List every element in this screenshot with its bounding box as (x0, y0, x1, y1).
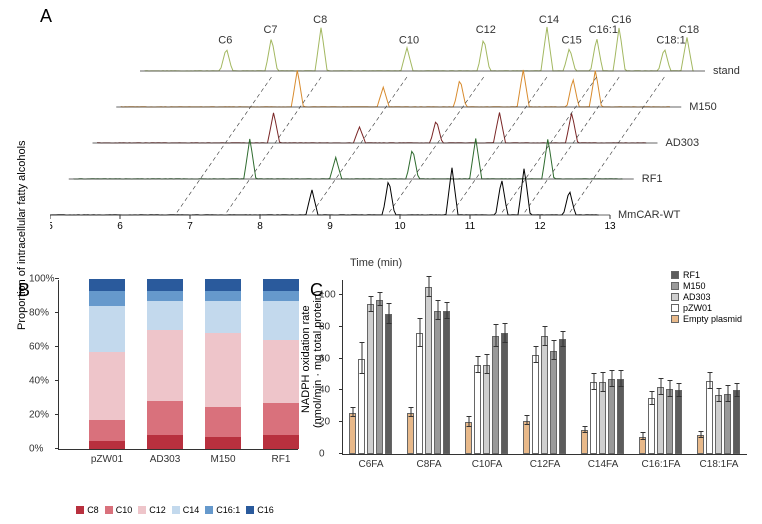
bar (501, 333, 508, 454)
svg-text:C18:1: C18:1 (656, 35, 685, 47)
bar (407, 413, 414, 454)
svg-text:C7: C7 (263, 24, 277, 36)
bar (608, 379, 615, 454)
bar (541, 336, 548, 454)
bar (434, 311, 441, 454)
stacked-bar (147, 280, 183, 449)
svg-text:C12: C12 (476, 24, 496, 36)
bar (385, 314, 392, 454)
bar (617, 379, 624, 454)
svg-text:RF1: RF1 (642, 173, 663, 185)
bar (550, 351, 557, 454)
svg-text:7: 7 (187, 221, 193, 232)
panel-a-xlabel: Time (min) (350, 257, 402, 269)
stacked-bar-chart: 0%20%40%60%80%100%pZW01AD303M150RF1 (58, 280, 298, 450)
bar (483, 365, 490, 454)
panel-b-ylabel: Proportion of intracellular fatty alcoho… (16, 140, 28, 330)
bar (599, 382, 606, 454)
chromatogram-area: standard M150 AD303 RF1 MmCAR-WT C6 C7 C8 C10 C12… (50, 5, 740, 225)
svg-text:11: 11 (465, 221, 476, 232)
panel-c: NADPH oxidation rate (nmol/min · mg tota… (310, 280, 750, 515)
bar (367, 304, 374, 454)
panel-b: Proportion of intracellular fatty alcoho… (20, 280, 300, 515)
bar (715, 395, 722, 454)
bar (349, 413, 356, 454)
stacked-bar (89, 280, 125, 449)
svg-text:8: 8 (257, 221, 263, 232)
svg-text:12: 12 (534, 221, 546, 232)
svg-text:C16: C16 (611, 14, 631, 26)
svg-text:C15: C15 (562, 35, 582, 47)
bar (376, 300, 383, 454)
bar (675, 390, 682, 454)
c-ylabel-line1: NADPH oxidation rate (300, 305, 312, 413)
svg-text:C8: C8 (313, 14, 327, 26)
svg-text:6: 6 (117, 221, 123, 232)
svg-text:5: 5 (50, 221, 53, 232)
svg-text:13: 13 (604, 221, 616, 232)
bar (532, 355, 539, 454)
bar (706, 381, 713, 454)
panel-a: standard M150 AD303 RF1 MmCAR-WT C6 C7 C8 C10 C12… (50, 5, 740, 265)
panel-b-legend: C8C10C12C14C16:1C16 (50, 505, 300, 515)
chromatogram-svg: standard M150 AD303 RF1 MmCAR-WT C6 C7 C8 C10 C12… (50, 5, 740, 245)
svg-text:MmCAR-WT: MmCAR-WT (618, 209, 681, 221)
bar (733, 390, 740, 454)
grouped-bar-chart: 020406080100C6FAC8FAC10FAC12FAC14FAC16:1… (342, 280, 747, 455)
svg-text:AD303: AD303 (666, 137, 700, 149)
bar (474, 365, 481, 454)
svg-text:standard: standard (713, 65, 740, 77)
bar (416, 333, 423, 454)
bar (581, 430, 588, 454)
bar (666, 389, 673, 454)
bar (724, 394, 731, 454)
bar (648, 398, 655, 454)
bar (425, 287, 432, 454)
svg-text:C16:1: C16:1 (589, 24, 618, 36)
svg-text:9: 9 (327, 221, 333, 232)
bar (559, 339, 566, 454)
stacked-bar (205, 280, 241, 449)
bar (590, 382, 597, 454)
svg-text:M150: M150 (689, 101, 717, 113)
bar (492, 336, 499, 454)
bar (657, 387, 664, 454)
stacked-bar (263, 280, 299, 449)
svg-text:C14: C14 (539, 14, 559, 26)
svg-text:10: 10 (394, 221, 406, 232)
svg-text:C18: C18 (679, 24, 699, 36)
svg-text:C6: C6 (218, 35, 232, 47)
svg-text:C10: C10 (399, 35, 419, 47)
bar (523, 421, 530, 454)
bar (443, 311, 450, 454)
